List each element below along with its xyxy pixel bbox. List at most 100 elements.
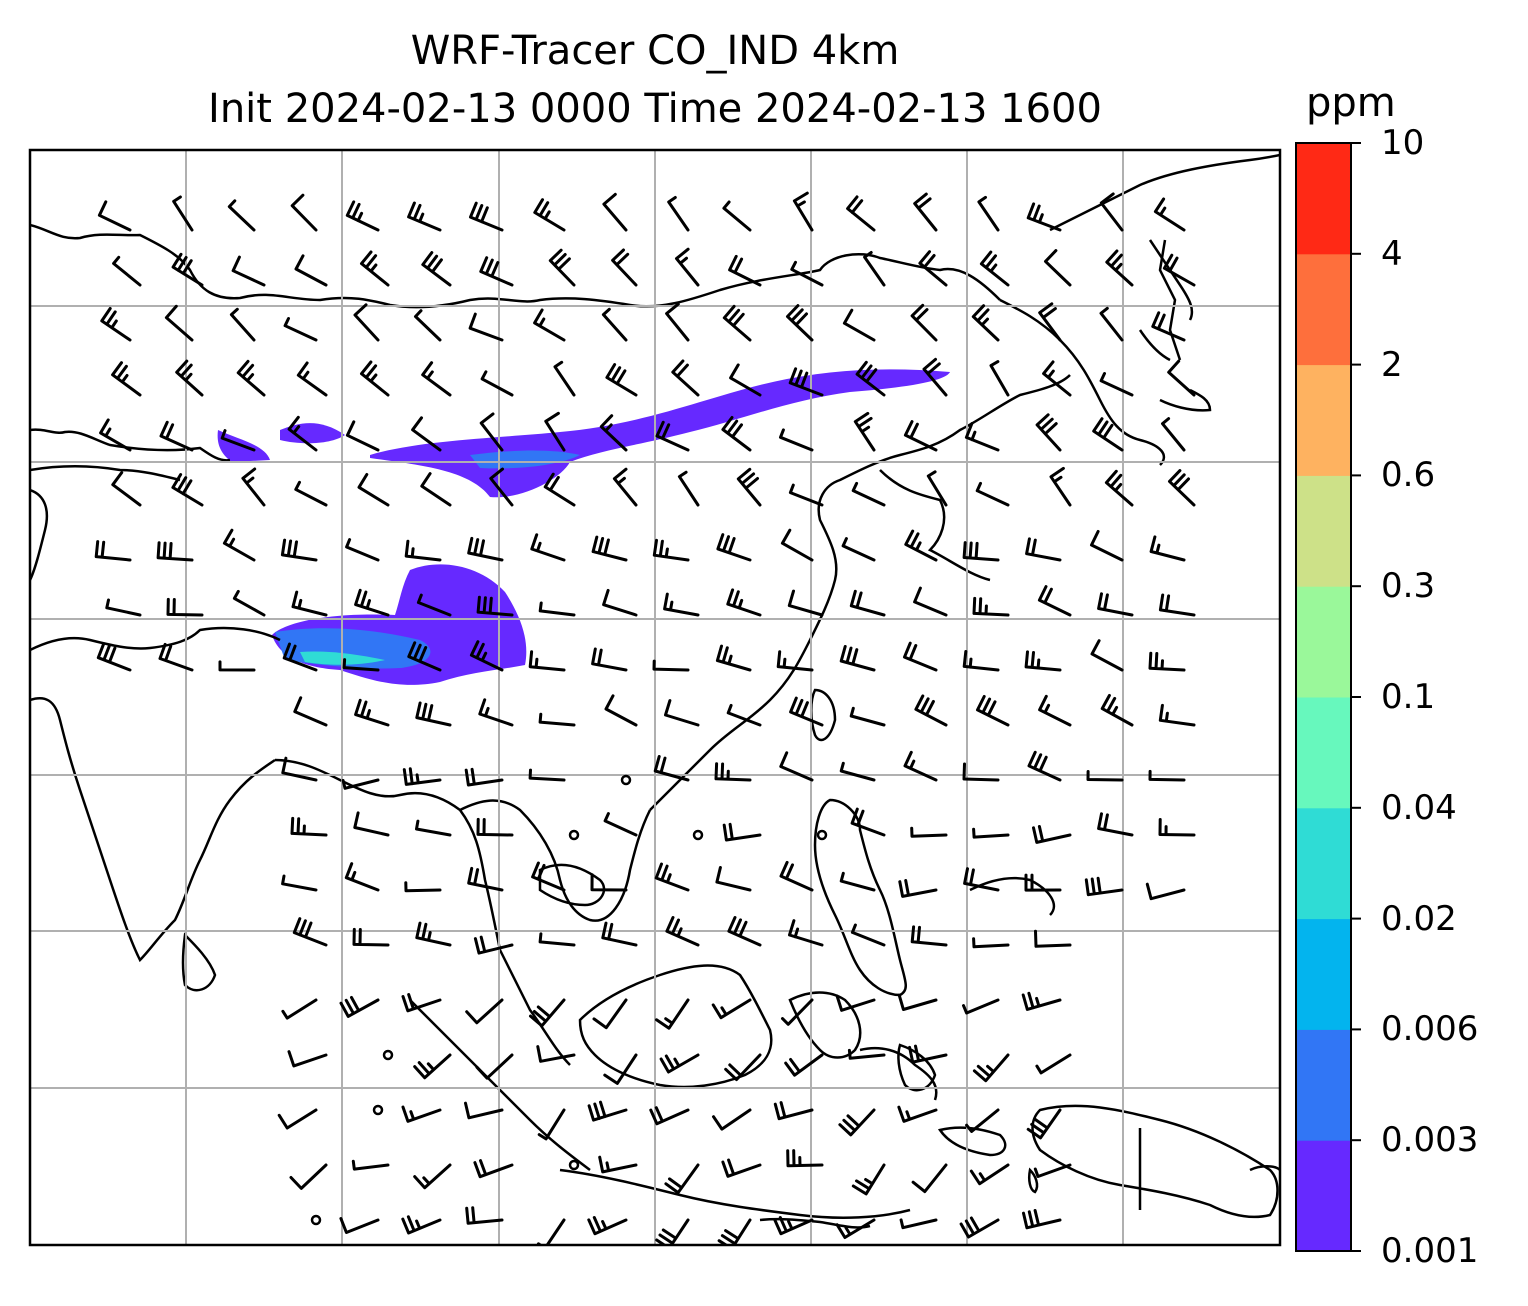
wind-barb	[287, 1050, 328, 1068]
wind-barb	[415, 921, 452, 947]
wind-barb	[1162, 253, 1196, 287]
wind-barb	[290, 193, 318, 232]
wind-barb	[711, 998, 752, 1020]
wind-barb	[898, 879, 938, 898]
wind-barb	[1035, 413, 1062, 452]
wind-barb	[605, 363, 638, 397]
wind-barb	[649, 1106, 690, 1126]
wind-barb	[1097, 592, 1134, 617]
wind-barb	[910, 826, 948, 838]
wind-barb	[407, 641, 442, 672]
wind-barb	[411, 416, 442, 452]
wind-barb	[736, 467, 762, 507]
wind-barb	[354, 588, 390, 617]
wind-barb	[231, 255, 266, 287]
wind-barb	[290, 816, 328, 837]
wind-barb	[1044, 249, 1072, 287]
wind-barb	[786, 304, 814, 342]
wind-barb	[404, 881, 442, 893]
wind-barb	[975, 481, 1010, 507]
wind-barb	[835, 994, 876, 1012]
colorbar-tick-label: 0.3	[1381, 566, 1436, 607]
wind-barb	[773, 1216, 814, 1236]
wind-barb	[468, 312, 504, 342]
wind-barb	[533, 308, 566, 342]
wind-barb	[1035, 1053, 1072, 1075]
wind-barb	[1099, 192, 1124, 232]
wind-barb	[166, 597, 204, 617]
wind-barb	[1090, 530, 1124, 562]
wind-barb	[1022, 1209, 1062, 1230]
wind-barb	[156, 541, 194, 562]
wind-barb	[776, 650, 814, 672]
wind-barb	[401, 1105, 442, 1123]
colorbar	[1295, 142, 1361, 1252]
wind-barb	[1024, 650, 1062, 672]
wind-barb	[467, 536, 504, 562]
wind-barb	[788, 919, 824, 947]
wind-barb	[855, 360, 886, 397]
wind-barb	[1097, 812, 1134, 837]
wind-barb	[913, 192, 938, 232]
colorbar-segment	[1296, 1029, 1351, 1141]
wind-barb	[779, 428, 814, 452]
wind-barb	[611, 248, 638, 287]
wind-barb	[842, 308, 876, 342]
wind-barb	[903, 420, 938, 452]
wind-barb	[296, 361, 328, 397]
wind-barb	[1148, 769, 1186, 782]
colorbar-tick-label: 2	[1381, 344, 1403, 385]
wind-barb	[590, 873, 628, 892]
wind-barb	[480, 370, 514, 397]
wind-barb	[716, 533, 752, 562]
wind-barb	[913, 586, 948, 617]
wind-barb	[652, 659, 690, 672]
wind-barb	[469, 640, 504, 672]
wind-barb	[345, 538, 380, 562]
wind-barb	[479, 256, 514, 287]
wind-barb	[413, 1053, 452, 1080]
wind-barb	[926, 470, 948, 507]
wind-barb	[360, 250, 390, 287]
wind-barb	[1038, 302, 1062, 342]
wind-barb	[729, 363, 762, 397]
wind-barb	[918, 250, 948, 287]
wind-barb	[164, 304, 194, 342]
wind-barb	[587, 1100, 628, 1122]
wind-barb	[664, 1163, 700, 1195]
wind-barb	[839, 761, 876, 782]
wind-barb	[171, 473, 204, 507]
wind-barb	[1042, 360, 1072, 397]
wind-barb	[1025, 537, 1062, 562]
wind-barb	[839, 645, 876, 672]
wind-barb	[421, 361, 452, 397]
wind-barb	[853, 411, 876, 452]
wind-barb	[529, 998, 566, 1028]
wind-barb	[722, 200, 752, 232]
map-frame	[28, 148, 1282, 1247]
wind-barb	[1105, 249, 1134, 287]
wind-barb	[538, 712, 576, 727]
wind-barb	[899, 1218, 938, 1230]
wind-barb	[175, 359, 204, 397]
wind-barb	[721, 1158, 762, 1178]
wind-barb	[846, 195, 876, 232]
wind-barb	[94, 540, 132, 562]
wind-barb	[599, 414, 628, 452]
wind-barb	[420, 472, 452, 507]
wind-barb	[841, 537, 876, 562]
coastlines	[30, 153, 1280, 1229]
wind-barb	[464, 767, 504, 787]
wind-barb	[671, 359, 700, 397]
wind-barb	[965, 1108, 1000, 1133]
wind-barb	[467, 866, 504, 892]
wind-barb	[977, 195, 1000, 232]
wind-barb	[1037, 585, 1072, 617]
colorbar-tick-label: 0.003	[1381, 1120, 1479, 1161]
wind-barb	[357, 473, 390, 507]
colorbar-segment	[1296, 807, 1351, 920]
wind-barb	[1158, 818, 1196, 837]
wind-barb-calm	[692, 829, 704, 841]
wind-barb	[591, 535, 628, 562]
wind-barb	[780, 528, 814, 562]
